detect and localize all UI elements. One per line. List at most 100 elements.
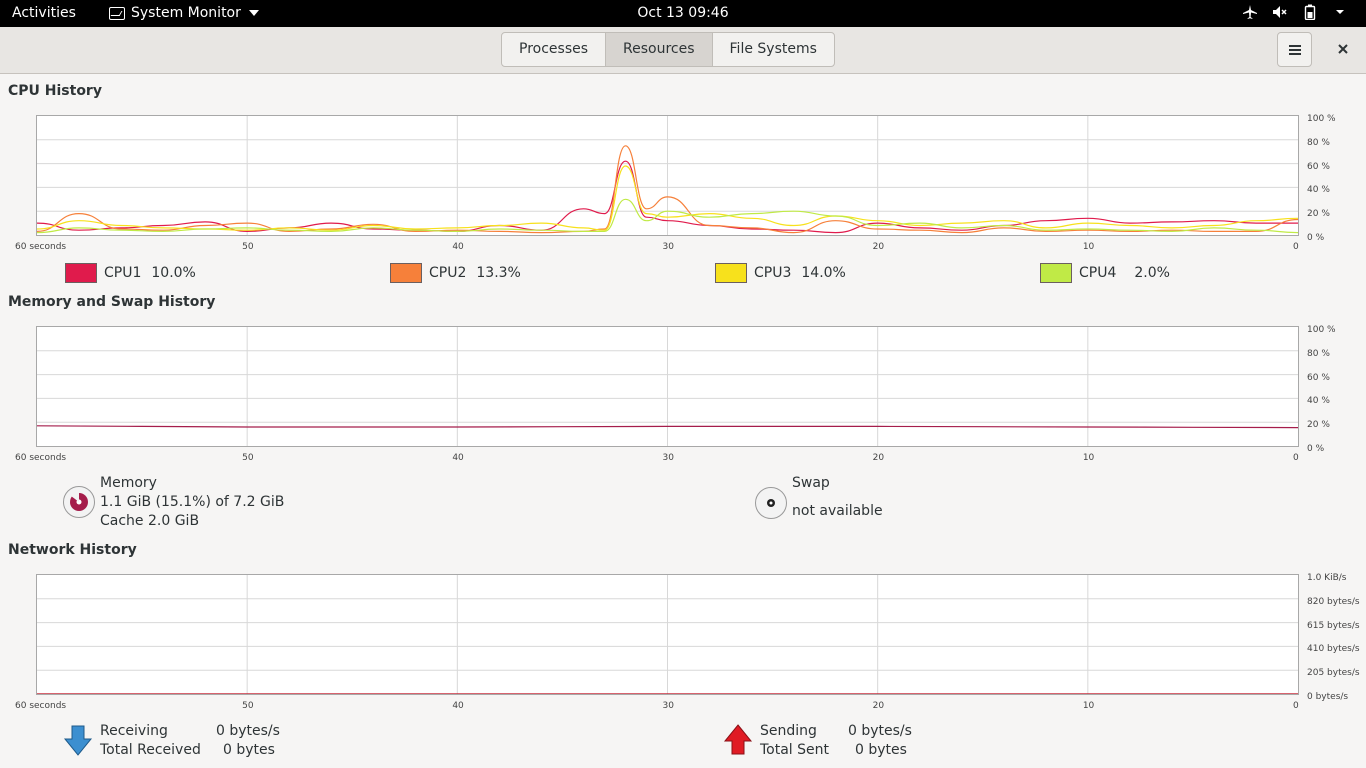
memory-x-tick-label: 20 — [872, 453, 885, 463]
cpu-y-tick-label: 20 % — [1307, 209, 1330, 220]
cpu-y-tick-label: 80 % — [1307, 137, 1330, 148]
hamburger-icon — [1288, 44, 1301, 55]
volume-muted-icon — [1273, 6, 1287, 18]
cpu2-value: 13.3% — [476, 265, 521, 281]
memory-pie-icon[interactable] — [63, 486, 95, 518]
receiving-arrow-icon[interactable] — [63, 725, 93, 757]
total-sent-label: Total Sent — [760, 742, 830, 758]
app-menu[interactable]: System Monitor — [109, 5, 259, 21]
memory-x-tick-label: 10 — [1082, 453, 1095, 463]
memory-plot-area — [37, 327, 1298, 446]
swap-info: Swap not available — [792, 474, 883, 521]
memory-x-tick-label: 30 — [662, 453, 674, 463]
hamburger-menu-button[interactable] — [1277, 32, 1312, 67]
cpu2-legend[interactable]: CPU2 13.3% — [390, 263, 521, 283]
cpu-y-tick-label: 40 % — [1307, 185, 1330, 196]
power-menu-icon — [1336, 10, 1344, 14]
cpu2-color-swatch[interactable] — [390, 263, 422, 283]
network-x-tick-label: 40 — [452, 701, 464, 711]
network-history-title: Network History — [8, 542, 137, 558]
swap-label: Swap — [792, 475, 830, 491]
close-window-button[interactable] — [1334, 40, 1352, 58]
cpu3-legend[interactable]: CPU3 14.0% — [715, 263, 846, 283]
memory-usage: 1.1 GiB (15.1%) of 7.2 GiB — [100, 494, 285, 510]
cpu1-color-swatch[interactable] — [65, 263, 97, 283]
network-x-tick-label: 10 — [1082, 701, 1095, 711]
cpu-x-tick-label: 30 — [662, 242, 674, 252]
memory-y-tick-label: 0 % — [1307, 444, 1325, 454]
activities-button[interactable]: Activities — [12, 5, 76, 21]
network-x-tick-label: 0 — [1293, 701, 1299, 711]
swap-pie-icon[interactable] — [755, 487, 787, 519]
swap-pie-chart — [767, 499, 775, 507]
network-y-tick-label: 820 bytes/s — [1307, 596, 1360, 607]
cpu3-label: CPU3 — [754, 265, 792, 281]
memory-x-tick-label: 0 — [1293, 453, 1299, 463]
network-y-tick-label: 1.0 KiB/s — [1307, 573, 1347, 583]
sending-arrow-icon[interactable] — [723, 724, 753, 756]
network-y-tick-label: 0 bytes/s — [1307, 692, 1349, 702]
tab-resources[interactable]: Resources — [606, 33, 713, 66]
memory-y-tick-label: 80 % — [1307, 348, 1330, 359]
receiving-label: Receiving — [100, 723, 168, 739]
battery-icon — [1304, 4, 1316, 20]
cpu-y-tick-label: 100 % — [1307, 114, 1336, 124]
memory-history-title: Memory and Swap History — [8, 294, 216, 310]
memory-y-tick-label: 40 % — [1307, 396, 1330, 407]
memory-info: Memory 1.1 GiB (15.1%) of 7.2 GiB Cache … — [100, 474, 284, 531]
memory-y-tick-label: 100 % — [1307, 325, 1336, 335]
cpu-x-tick-label: 20 — [872, 242, 885, 252]
cpu1-legend[interactable]: CPU1 10.0% — [65, 263, 196, 283]
cpu4-legend[interactable]: CPU4 2.0% — [1040, 263, 1170, 283]
network-history-graph — [36, 574, 1299, 695]
view-switcher: Processes Resources File Systems — [501, 32, 835, 67]
system-tray[interactable] — [1242, 4, 1348, 20]
network-x-tick-label: 30 — [662, 701, 674, 711]
network-plot-area — [37, 575, 1298, 694]
sending-value: 0 bytes/s — [848, 723, 912, 739]
memory-history-graph — [36, 326, 1299, 447]
cpu3-color-swatch[interactable] — [715, 263, 747, 283]
network-y-tick-label: 615 bytes/s — [1307, 620, 1360, 631]
memory-x-tick-label: 40 — [452, 453, 464, 463]
memory-x-tick-label: 50 — [242, 453, 254, 463]
cpu-history-graph — [36, 115, 1299, 236]
cpu2-label: CPU2 — [429, 265, 467, 281]
network-x-tick-label: 50 — [242, 701, 254, 711]
memory-y-tick-label: 60 % — [1307, 372, 1330, 383]
caret-down-icon — [248, 10, 259, 16]
network-y-tick-label: 410 bytes/s — [1307, 644, 1360, 655]
tab-file-systems[interactable]: File Systems — [729, 41, 817, 57]
cpu-series-cpu3 — [37, 165, 1298, 231]
total-sent-row: Total Sent 0 bytes — [760, 742, 907, 758]
sending-label: Sending — [760, 723, 817, 739]
system-monitor-icon — [109, 6, 125, 20]
memory-x-tick-label: 60 seconds — [15, 453, 67, 463]
cpu-history-title: CPU History — [8, 83, 102, 99]
receiving-row: Receiving 0 bytes/s — [100, 723, 280, 739]
cpu4-label: CPU4 — [1079, 265, 1117, 281]
cpu-series-cpu1 — [37, 160, 1298, 234]
tab-processes[interactable]: Processes — [502, 33, 607, 66]
total-received-row: Total Received 0 bytes — [100, 742, 275, 758]
total-received-label: Total Received — [100, 742, 201, 758]
cpu4-color-swatch[interactable] — [1040, 263, 1072, 283]
memory-cache: Cache 2.0 GiB — [100, 513, 200, 529]
memory-label: Memory — [100, 475, 157, 491]
cpu-series-cpu4 — [37, 198, 1298, 234]
cpu3-value: 14.0% — [801, 265, 846, 281]
total-sent-value: 0 bytes — [855, 742, 907, 758]
sending-row: Sending 0 bytes/s — [760, 723, 912, 739]
memory-series-memory — [37, 425, 1298, 429]
cpu1-value: 10.0% — [151, 265, 196, 281]
app-menu-label: System Monitor — [131, 5, 241, 21]
close-icon — [1338, 44, 1348, 54]
network-x-tick-label: 20 — [872, 701, 885, 711]
cpu-x-tick-label: 50 — [242, 242, 254, 252]
memory-y-tick-label: 20 % — [1307, 420, 1330, 431]
memory-pie-chart — [70, 492, 88, 511]
cpu-series-cpu2 — [37, 145, 1298, 234]
receiving-value: 0 bytes/s — [216, 723, 280, 739]
cpu1-label: CPU1 — [104, 265, 142, 281]
total-received-value: 0 bytes — [223, 742, 275, 758]
